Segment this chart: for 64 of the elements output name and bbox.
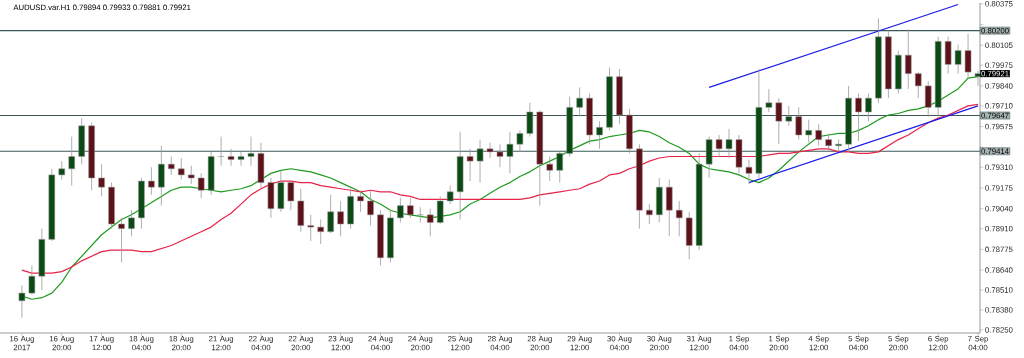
candlestick <box>307 214 314 242</box>
candlestick <box>556 151 563 183</box>
candlestick <box>217 136 225 167</box>
candlestick <box>924 80 932 117</box>
candlestick <box>954 44 962 75</box>
candlestick <box>905 28 912 90</box>
candlestick <box>426 208 434 237</box>
candlestick <box>974 70 982 87</box>
candlestick <box>765 88 773 113</box>
candlestick <box>337 200 344 237</box>
candlestick <box>785 105 793 127</box>
candlestick <box>516 130 524 153</box>
candlestick <box>436 196 444 225</box>
candlestick <box>815 123 822 147</box>
candlestick <box>476 139 484 183</box>
candlestick <box>397 197 404 223</box>
candlestick <box>446 185 454 205</box>
candlestick <box>944 36 952 75</box>
candlestick <box>197 172 205 199</box>
candlestick <box>58 160 66 180</box>
candlestick <box>666 179 673 237</box>
candlestick <box>287 180 295 211</box>
candlestick <box>367 189 374 226</box>
candlestick <box>855 93 862 142</box>
candlestick <box>715 134 723 157</box>
candlestick <box>486 142 494 159</box>
candlestick <box>915 71 922 99</box>
candlestick <box>98 163 105 197</box>
candlestick <box>28 265 36 296</box>
candlestick <box>745 159 753 185</box>
candlestick <box>646 203 653 225</box>
candlestick <box>506 131 514 174</box>
candlestick <box>546 156 554 182</box>
candlestick <box>407 197 414 219</box>
candlestick <box>675 200 683 237</box>
candlestick <box>327 194 334 234</box>
candlestick <box>775 97 783 145</box>
candlestick <box>187 165 195 185</box>
candlestick <box>417 206 424 223</box>
candlestick <box>964 33 972 79</box>
candlestick <box>357 189 364 213</box>
candlestick <box>795 106 802 141</box>
candlestick <box>168 156 175 176</box>
candlestick <box>805 119 812 144</box>
candlestick <box>865 93 872 122</box>
candlestick <box>227 148 235 167</box>
candlestick <box>596 120 603 150</box>
candlestick <box>825 133 832 153</box>
candlestick <box>237 151 245 167</box>
candlestick <box>835 139 842 153</box>
candlestick <box>496 143 504 168</box>
candlestick <box>725 128 733 159</box>
candlestick <box>576 87 583 117</box>
candlestick <box>317 219 324 245</box>
candlestick <box>466 148 474 182</box>
candlestick <box>158 145 165 206</box>
candlestick <box>18 285 26 319</box>
candlestick <box>178 157 185 180</box>
candlestick <box>128 209 135 237</box>
candlestick <box>118 217 125 263</box>
candlestick <box>247 136 255 167</box>
candlestick <box>526 102 534 137</box>
candlestick <box>68 136 75 187</box>
candlestick <box>148 166 155 196</box>
